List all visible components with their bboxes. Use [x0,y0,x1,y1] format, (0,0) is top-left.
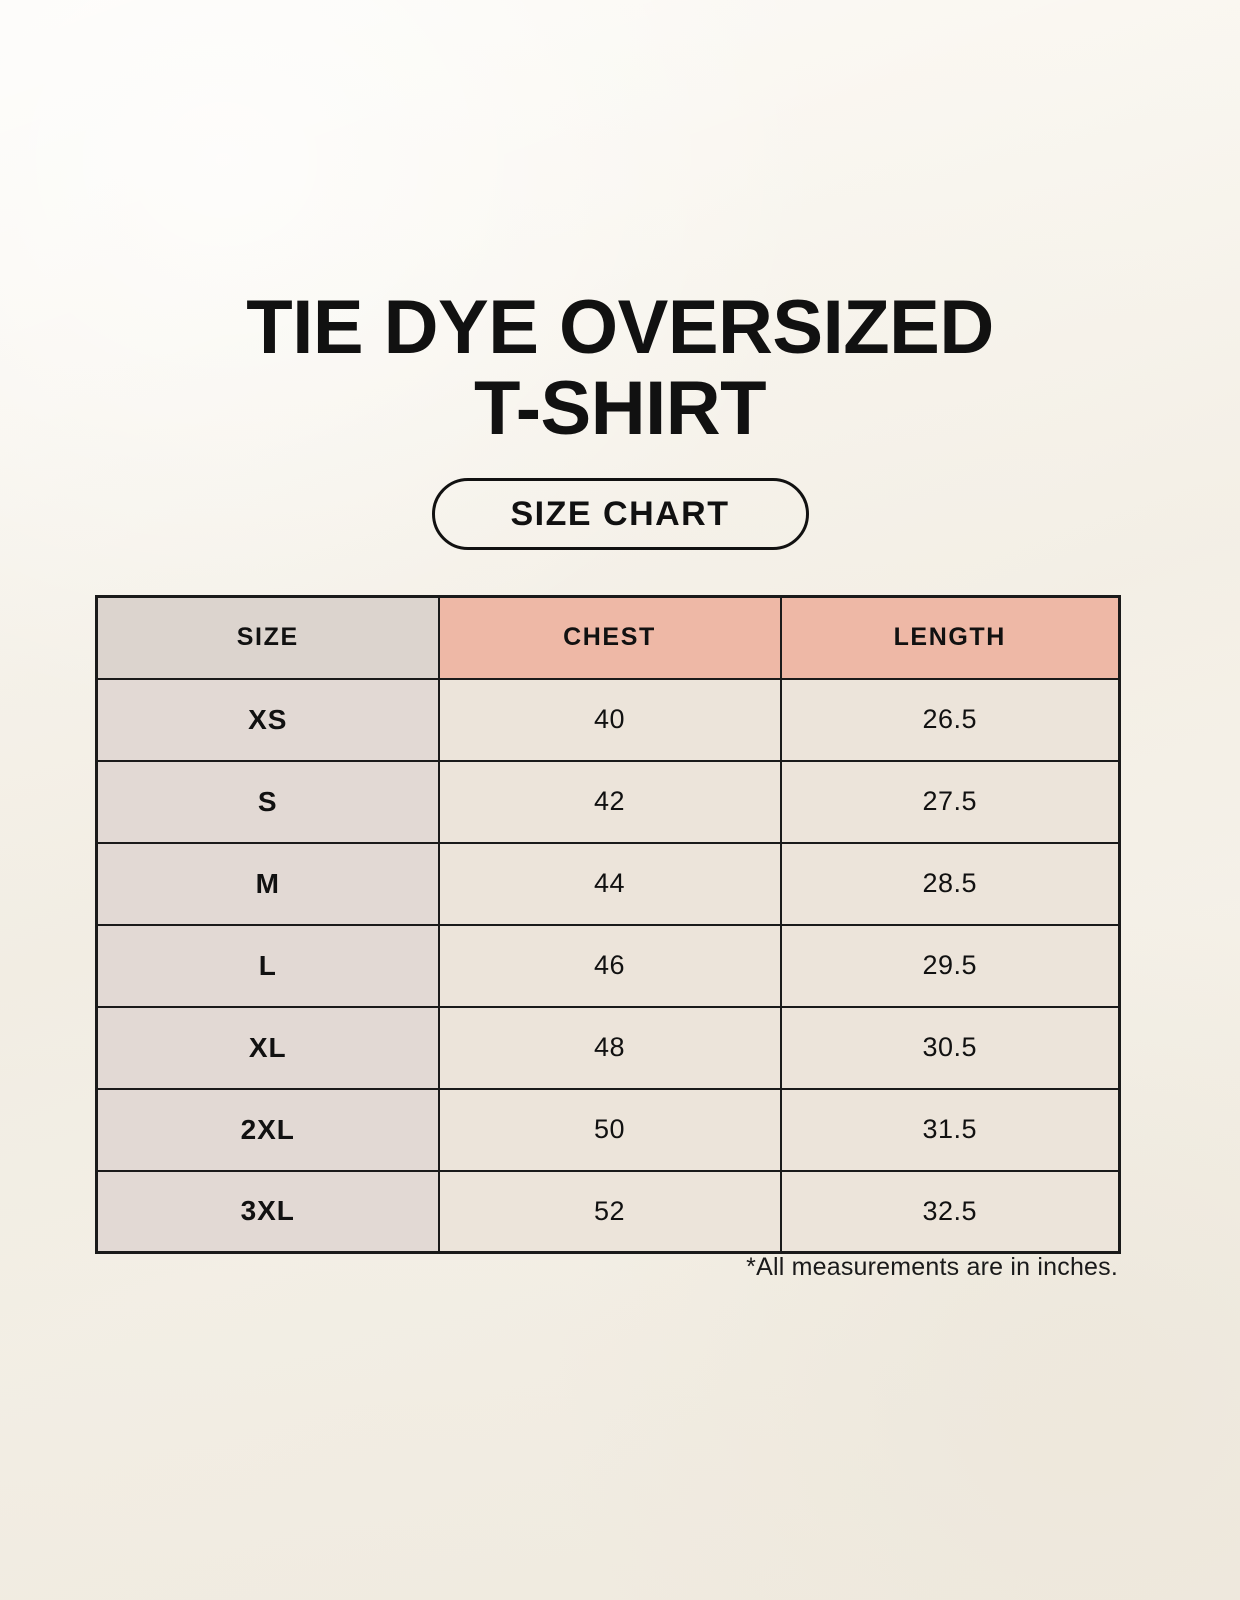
column-header-size: SIZE [95,595,440,680]
cell-chest: 42 [437,759,782,844]
table-header: SIZE CHEST LENGTH [95,595,1121,680]
cell-length: 30.5 [779,1005,1121,1090]
size-table: SIZE CHEST LENGTH XS 40 26.5 S 42 27.5 M [95,595,1121,1254]
product-title: TIE DYE OVERSIZED T-SHIRT [0,285,1240,451]
table-row: XL 48 30.5 [95,1005,1121,1090]
cell-size: M [95,841,440,926]
size-chart-badge: SIZE CHART [431,478,809,550]
table-row: S 42 27.5 [95,759,1121,844]
cell-size: XS [95,677,440,762]
cell-chest: 46 [437,923,782,1008]
cell-length: 27.5 [779,759,1121,844]
table-header-row: SIZE CHEST LENGTH [95,595,1121,680]
table-row: 3XL 52 32.5 [95,1169,1121,1254]
cell-length: 31.5 [779,1087,1121,1172]
column-header-length: LENGTH [779,595,1121,680]
measurement-note: *All measurements are in inches. [746,1253,1118,1281]
product-title-line-2: T-SHIRT [473,365,767,451]
cell-size: XL [95,1005,440,1090]
table-row: XS 40 26.5 [95,677,1121,762]
table-row: L 46 29.5 [95,923,1121,1008]
size-table-container: SIZE CHEST LENGTH XS 40 26.5 S 42 27.5 M [95,595,1121,1254]
cell-size: 2XL [95,1087,440,1172]
column-header-chest: CHEST [437,595,782,680]
cell-length: 26.5 [779,677,1121,762]
cell-size: S [95,759,440,844]
cell-chest: 50 [437,1087,782,1172]
cell-chest: 52 [437,1169,782,1254]
product-title-line-1: TIE DYE OVERSIZED [246,285,994,370]
badge-container: SIZE CHART [0,478,1240,550]
cell-chest: 40 [437,677,782,762]
cell-length: 32.5 [779,1169,1121,1254]
table-row: M 44 28.5 [95,841,1121,926]
cell-size: L [95,923,440,1008]
table-row: 2XL 50 31.5 [95,1087,1121,1172]
cell-size: 3XL [95,1169,440,1254]
table-body: XS 40 26.5 S 42 27.5 M 44 28.5 L 46 [95,677,1121,1254]
cell-chest: 48 [437,1005,782,1090]
page-title: TIE DYE OVERSIZED T-SHIRT [0,285,1240,451]
cell-chest: 44 [437,841,782,926]
cell-length: 28.5 [779,841,1121,926]
cell-length: 29.5 [779,923,1121,1008]
